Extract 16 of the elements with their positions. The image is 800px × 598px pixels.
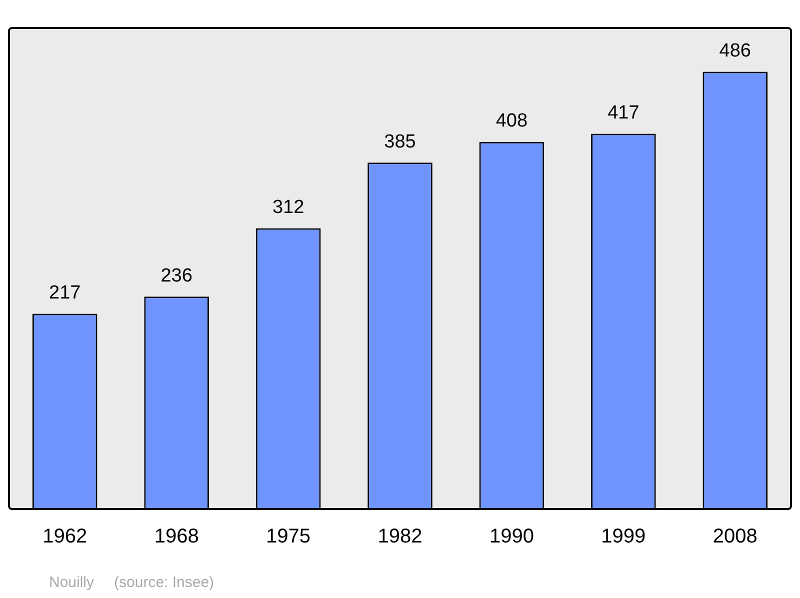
data-label: 385 — [384, 131, 416, 152]
data-label: 217 — [49, 282, 81, 304]
text: Nouilly — [49, 574, 95, 592]
x-tick-label: 1990 — [489, 526, 534, 548]
x-tick-label: 1968 — [154, 526, 199, 548]
data-label: 408 — [496, 110, 528, 132]
x-tick-label: 1982 — [378, 526, 422, 548]
data-label: 312 — [272, 197, 304, 218]
data-label: 417 — [608, 102, 640, 124]
data-label: 236 — [160, 265, 192, 286]
data-label: 486 — [719, 40, 751, 62]
x-tick-label: 2008 — [712, 526, 758, 548]
x-tick-label: 1962 — [42, 526, 88, 548]
text: (source: Insee) — [114, 574, 214, 592]
x-tick-label: 1999 — [601, 526, 646, 548]
x-tick-label: 1975 — [266, 526, 311, 548]
